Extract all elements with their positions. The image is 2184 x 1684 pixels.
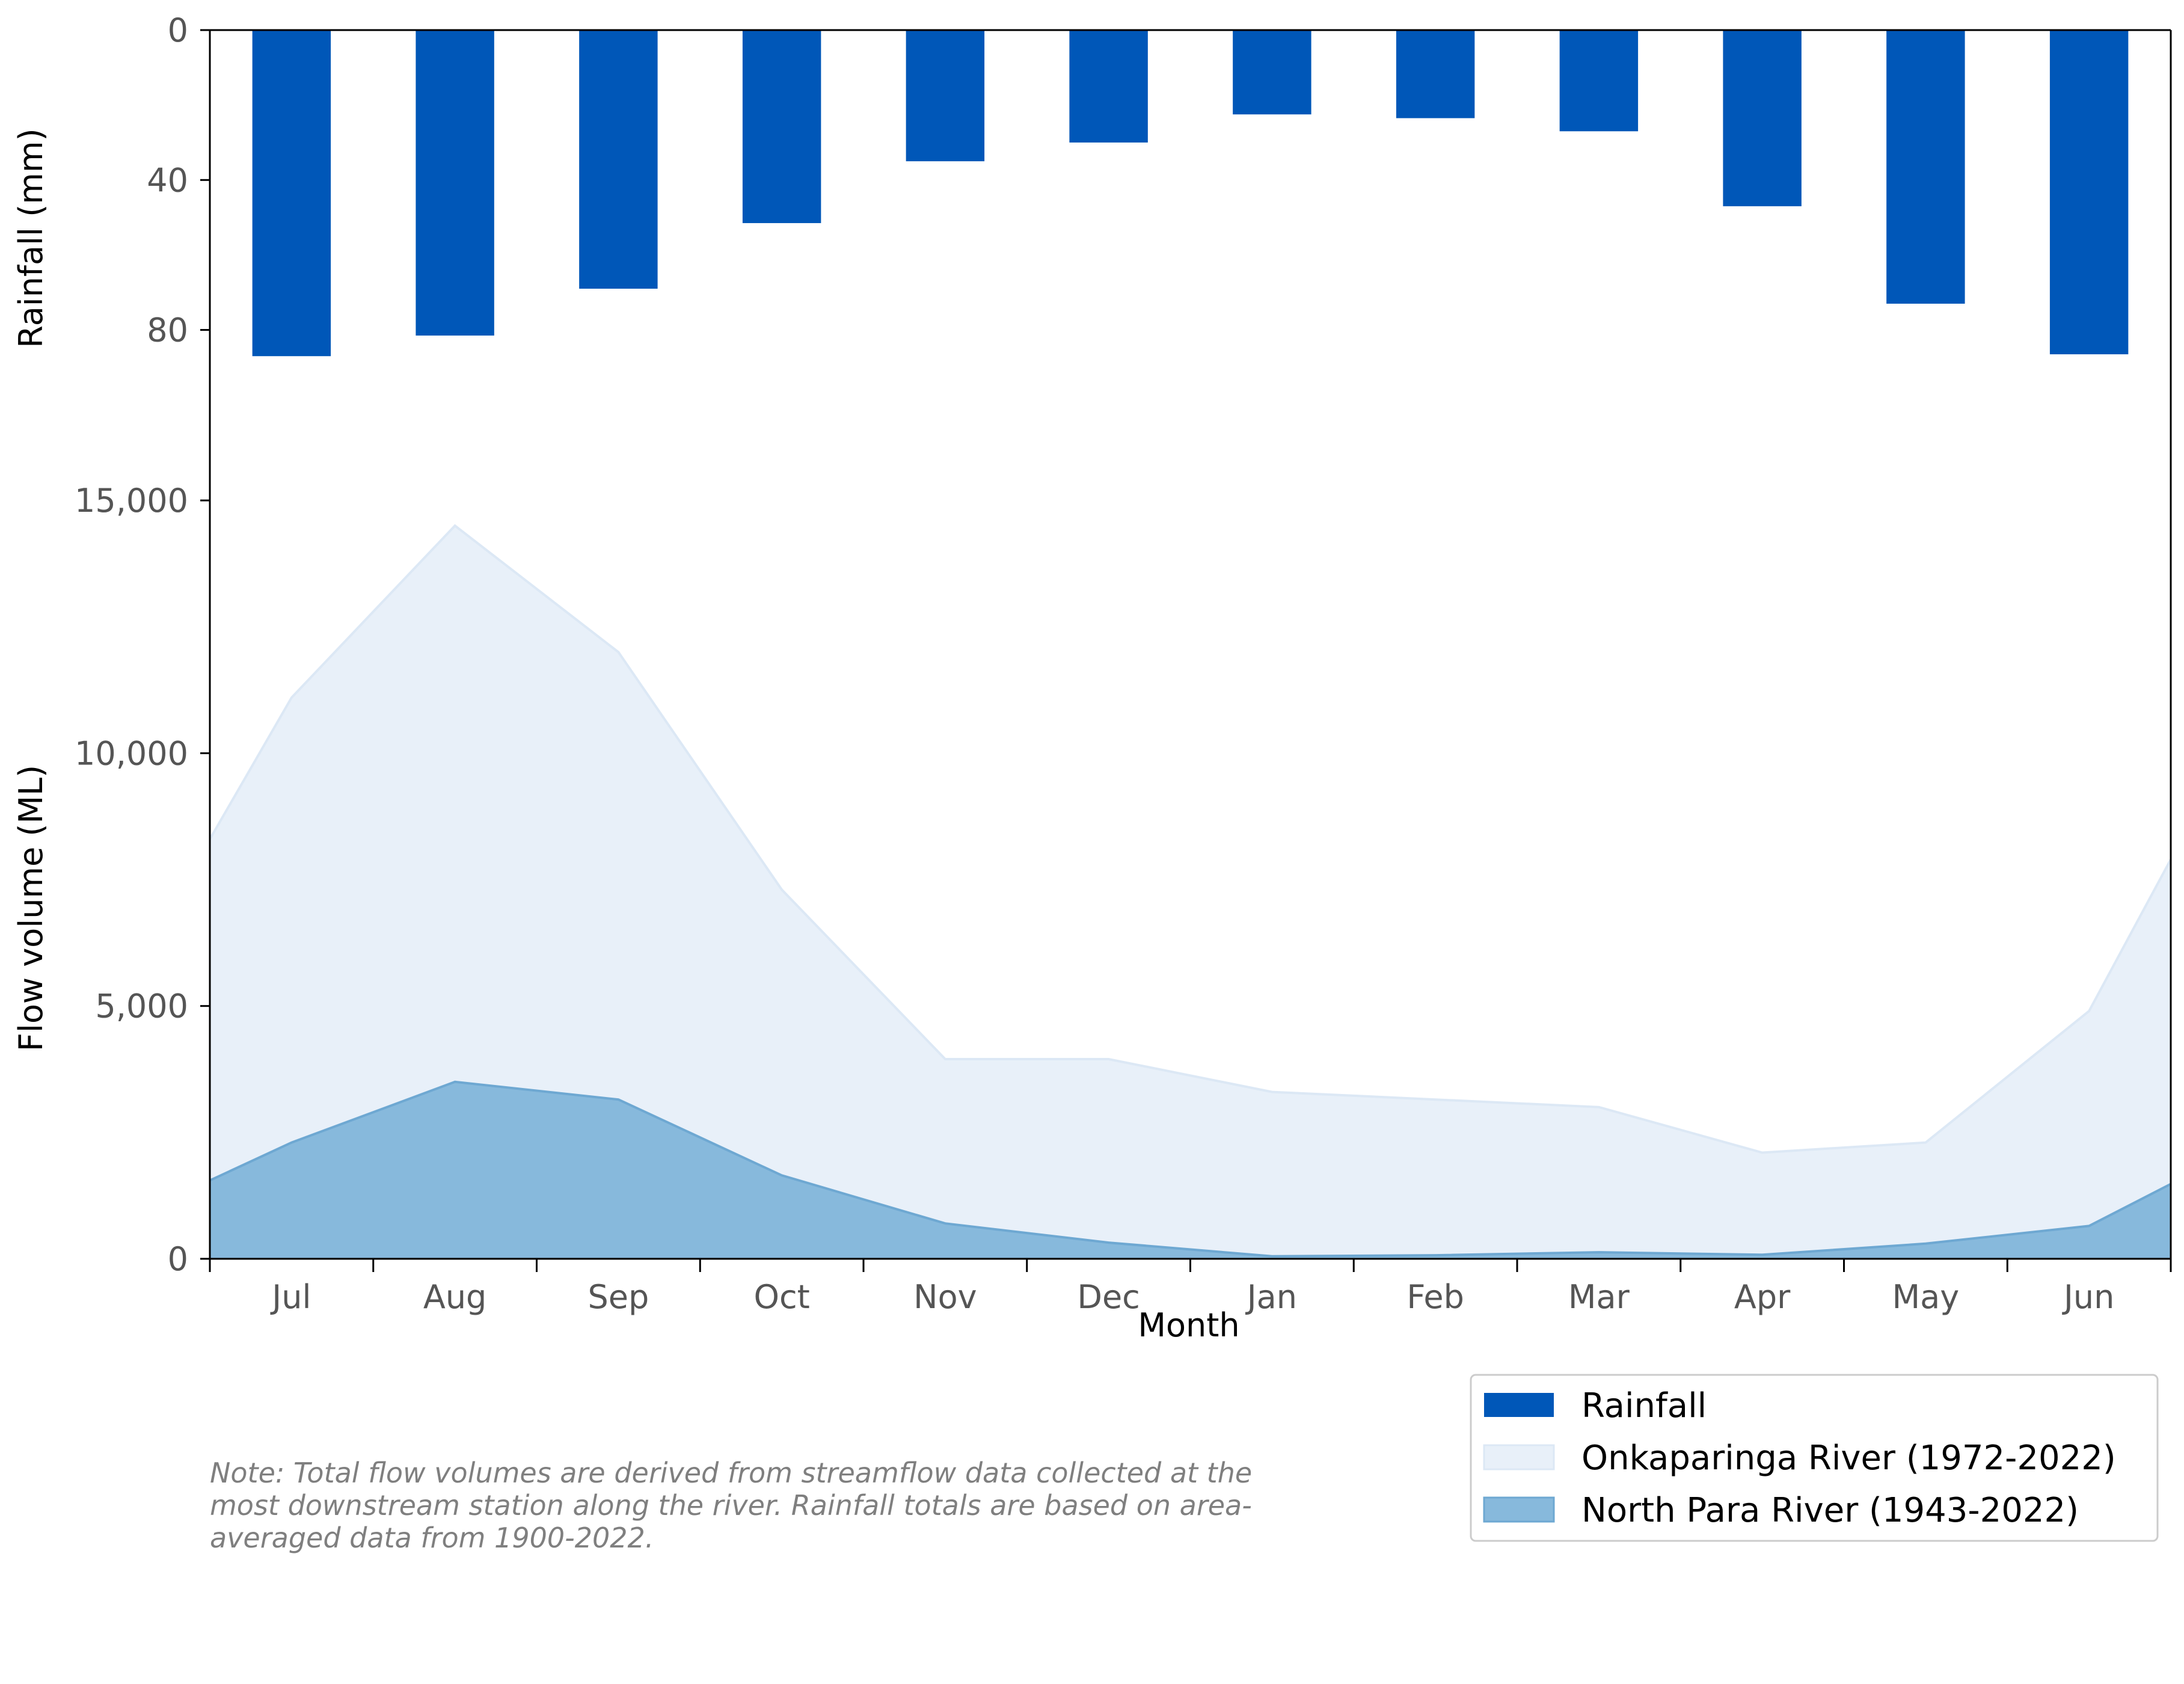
month-tick-label-may: May [1892, 1278, 1960, 1316]
onkaparinga-flow-line [209, 524, 2172, 1154]
month-tick-label-jun: Jun [2062, 1278, 2114, 1316]
month-tick-label-apr: Apr [1734, 1278, 1791, 1316]
month-tick-label-jan: Jan [1245, 1278, 1297, 1316]
month-tick-label-dec: Dec [1077, 1278, 1140, 1316]
rainfall-bar-jun [2049, 30, 2129, 355]
flow-ytick-label: 10,000 [75, 734, 188, 772]
rainfall-bar-apr [1723, 30, 1802, 206]
legend-swatch-north-para [1483, 1496, 1555, 1523]
legend-swatch-rainfall [1484, 1393, 1554, 1417]
rainfall-bar-sep [579, 30, 658, 289]
month-tick-label-nov: Nov [913, 1278, 977, 1316]
legend-swatch-onkaparinga [1483, 1444, 1555, 1470]
rainfall-ytick-label: 40 [147, 161, 188, 199]
month-tick-label-mar: Mar [1568, 1278, 1630, 1316]
onkaparinga-flow-area [210, 526, 2171, 1259]
rainfall-bar-jul [252, 30, 331, 357]
flow-ytick-label: 5,000 [95, 988, 188, 1025]
flow-ytick-label: 0 [168, 1240, 188, 1278]
legend-label-onkaparinga: Onkaparinga River (1972-2022) [1581, 1439, 2116, 1478]
chart-note: Note: Total flow volumes are derived fro… [210, 1457, 1253, 1554]
rainfall-bar-dec [1069, 30, 1148, 143]
rainfall-bar-nov [906, 30, 985, 162]
month-tick-label-feb: Feb [1406, 1278, 1464, 1316]
rainfall-bar-may [1886, 30, 1965, 304]
rainfall-bar-aug [416, 30, 494, 336]
month-axis-label: Month [1138, 1306, 1239, 1344]
month-tick-label-jul: Jul [270, 1278, 311, 1316]
rainfall-ytick-label: 0 [168, 11, 188, 49]
month-tick-label-oct: Oct [753, 1278, 809, 1316]
rainfall-bar-mar [1559, 30, 1639, 132]
legend: Rainfall Onkaparinga River (1972-2022) N… [1470, 1374, 2159, 1542]
flow-volume-axis-label: Flow volume (ML) [12, 765, 50, 1051]
rainfall-bar-feb [1396, 30, 1475, 118]
rainfall-panel: 0 40 80 [147, 11, 2171, 450]
north-para-flow-line [209, 1080, 2171, 1258]
month-tick-label-sep: Sep [587, 1278, 649, 1316]
legend-label-rainfall: Rainfall [1581, 1386, 1707, 1425]
flow-volume-panel: 0 5,000 10,000 15,000 Jul Aug Sep Oct Nov Dec Jan F… [75, 30, 2172, 1316]
rainfall-bar-oct [742, 30, 821, 223]
flow-ytick-label: 15,000 [75, 482, 188, 520]
legend-frame [1470, 1374, 2159, 1542]
rainfall-bar-jan [1233, 30, 1311, 115]
north-para-flow-area [210, 1081, 2171, 1259]
rainfall-ytick-label: 80 [147, 312, 188, 349]
rainfall-axis-label: Rainfall (mm) [12, 128, 50, 348]
month-tick-label-aug: Aug [423, 1278, 486, 1316]
legend-label-north-para: North Para River (1943-2022) [1581, 1491, 2079, 1530]
